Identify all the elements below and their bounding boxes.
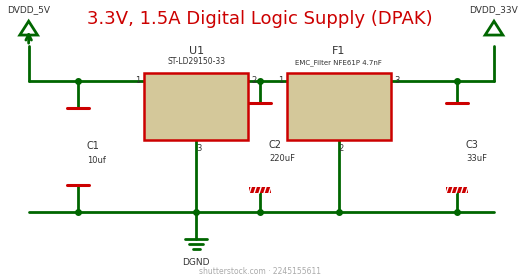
Text: DVDD_33V: DVDD_33V <box>470 5 518 14</box>
Text: VO: VO <box>365 84 380 94</box>
Text: 220uF: 220uF <box>269 154 295 163</box>
Text: DVDD_5V: DVDD_5V <box>7 5 50 14</box>
Text: 1: 1 <box>135 76 140 85</box>
Bar <box>249 187 271 193</box>
Bar <box>446 187 468 193</box>
Text: VO: VO <box>223 84 237 94</box>
Text: 10uf: 10uf <box>87 156 106 165</box>
Text: VI: VI <box>298 84 308 94</box>
Text: 3.3V, 1.5A Digital Logic Supply (DPAK): 3.3V, 1.5A Digital Logic Supply (DPAK) <box>87 10 433 28</box>
Bar <box>287 73 391 140</box>
Text: 1: 1 <box>278 76 283 85</box>
Text: EMC_Filter NFE61P 4.7nF: EMC_Filter NFE61P 4.7nF <box>296 59 382 66</box>
Text: C2: C2 <box>269 140 282 150</box>
Text: VI: VI <box>155 84 165 94</box>
Text: GND: GND <box>334 100 344 123</box>
Text: 2: 2 <box>251 76 257 85</box>
Text: shutterstock.com · 2245155611: shutterstock.com · 2245155611 <box>199 267 321 276</box>
Text: GND: GND <box>191 100 201 123</box>
Bar <box>144 73 248 140</box>
Text: DGND: DGND <box>182 258 210 267</box>
Text: 2: 2 <box>339 144 344 153</box>
Text: 3: 3 <box>394 76 400 85</box>
Text: U1: U1 <box>188 46 204 56</box>
Text: 33uF: 33uF <box>466 154 487 163</box>
Text: F1: F1 <box>332 46 345 56</box>
Text: ST-LD29150-33: ST-LD29150-33 <box>167 57 225 66</box>
Text: 3: 3 <box>196 144 201 153</box>
Text: C1: C1 <box>87 141 100 151</box>
Text: C3: C3 <box>466 140 479 150</box>
